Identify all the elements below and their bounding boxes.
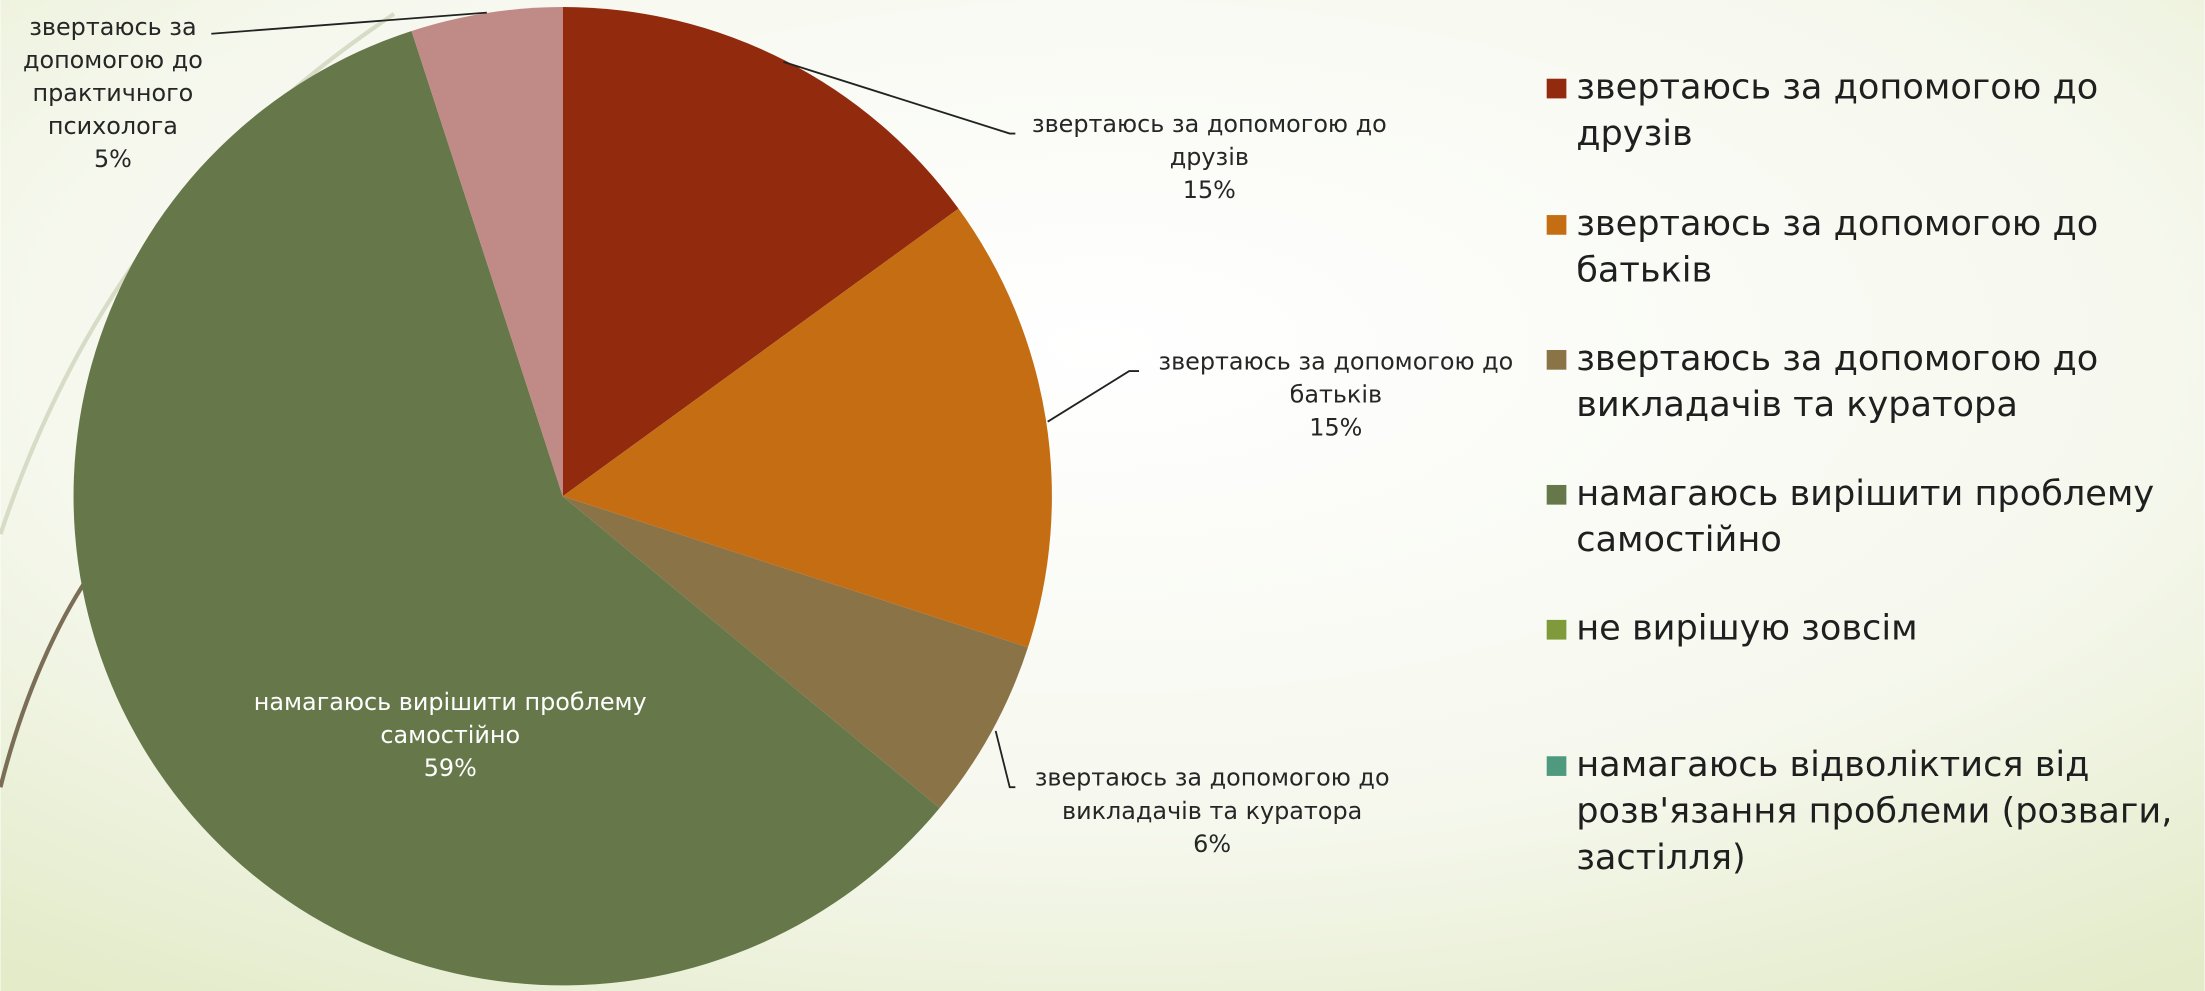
- legend-label: намагаюсь відволіктися від розв'язання пр…: [1576, 744, 2172, 878]
- pie-slice: [562, 208, 1052, 648]
- legend-swatch: [1546, 78, 1567, 99]
- legend: звертаюсь за допомогою до друзів звертаюсь…: [1546, 67, 2172, 878]
- pie-slice: [562, 7, 959, 497]
- leader-line: [994, 730, 1016, 789]
- data-label-value: 15%: [1309, 414, 1362, 442]
- legend-label: звертаюсь за допомогою до друзів: [1576, 67, 2098, 154]
- legend-label: звертаюсь за допомогою до викладачів та к…: [1576, 338, 2098, 425]
- leader-line: [211, 11, 487, 35]
- legend-swatch: [1546, 215, 1567, 235]
- legend-swatch: [1546, 756, 1567, 776]
- legend-swatch: [1546, 619, 1567, 640]
- data-label-value: 59%: [424, 754, 477, 782]
- pie: [73, 7, 1052, 986]
- data-label-value: 6%: [1193, 830, 1231, 858]
- data-label-value: 5%: [94, 145, 132, 173]
- data-label-category: звертаюсь за допомогою до практичного психо…: [23, 13, 203, 140]
- data-label-value: 15%: [1183, 176, 1236, 204]
- legend-label: намагаюсь вирішити проблему самостійно: [1576, 473, 2154, 560]
- data-label-category: звертаюсь за допомогою до викладачів та к…: [1035, 764, 1390, 825]
- data-label-category: намагаюсь вирішити проблему самостійно: [254, 688, 647, 749]
- pie-slice: [562, 496, 1028, 809]
- data-label-category: звертаюсь за допомогою до батьків: [1158, 348, 1513, 409]
- leader-line: [783, 60, 1016, 135]
- legend-swatch: [1546, 484, 1567, 505]
- pie-slice: [73, 30, 940, 986]
- legend-swatch: [1546, 350, 1567, 370]
- data-labels: звертаюсь за допомогою до друзів 15% зверта…: [23, 11, 1513, 858]
- legend-label: звертаюсь за допомогою до батьків: [1576, 203, 2098, 290]
- data-label-category: звертаюсь за допомогою до друзів: [1032, 110, 1387, 171]
- legend-label: не вирішую зовсім: [1576, 608, 1917, 649]
- pie-slice: [411, 7, 563, 497]
- leader-line: [1047, 370, 1140, 423]
